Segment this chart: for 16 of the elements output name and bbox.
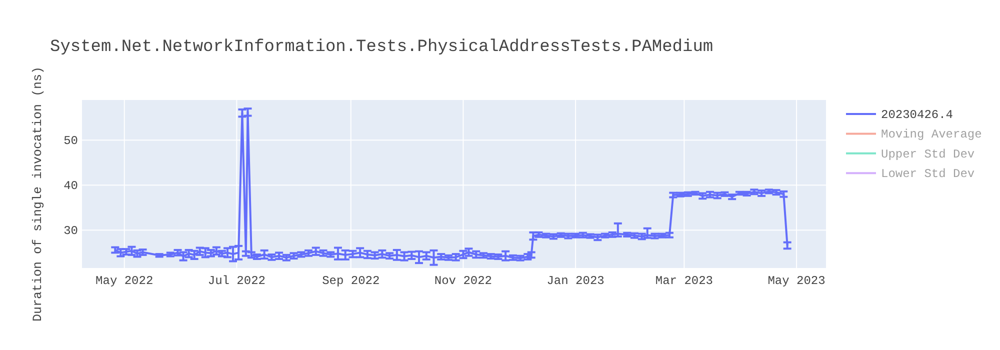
x-tick-label: Jan 2023 <box>546 274 604 288</box>
legend-label: Lower Std Dev <box>881 167 975 182</box>
x-tick-label: Nov 2022 <box>434 274 492 288</box>
x-tick-label: Jul 2022 <box>208 274 266 288</box>
legend-label: 20230426.4 <box>881 108 954 122</box>
y-axis-title: Duration of single invocation (ns) <box>31 66 45 322</box>
y-tick-label: 40 <box>64 179 78 194</box>
y-tick-label: 30 <box>64 224 78 238</box>
x-tick-label: Sep 2022 <box>322 274 380 288</box>
legend-label: Moving Average <box>881 128 982 142</box>
x-tick-label: May 2023 <box>768 274 826 288</box>
x-tick-label: May 2022 <box>96 274 154 288</box>
x-tick-label: Mar 2023 <box>655 274 714 288</box>
legend-label: Upper Std Dev <box>881 147 975 162</box>
y-tick-label: 50 <box>64 134 78 148</box>
chart-title: System.Net.NetworkInformation.Tests.PhysicalAddressTests.PAMedium <box>50 38 714 57</box>
